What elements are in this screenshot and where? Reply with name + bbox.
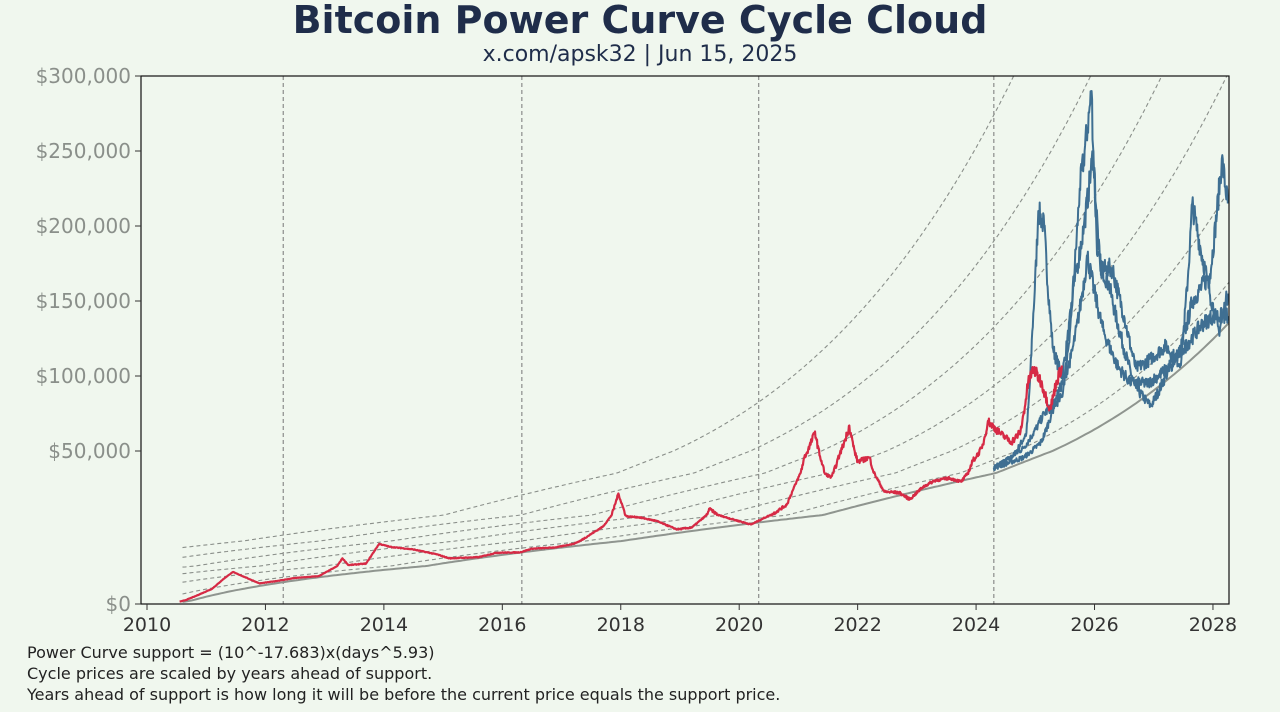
projection-series-line	[992, 150, 1229, 469]
x-tick-label: 2014	[360, 614, 408, 636]
x-tick-label: 2020	[715, 614, 763, 636]
note-formula: Power Curve support = (10^-17.683)x(days…	[27, 643, 435, 662]
y-tick-label: $100,000	[36, 364, 131, 388]
chart-title: Bitcoin Power Curve Cycle Cloud	[292, 0, 988, 42]
note-scaling: Cycle prices are scaled by years ahead o…	[27, 664, 433, 683]
price-series-line	[179, 365, 1063, 603]
y-tick-label: $250,000	[36, 139, 131, 163]
x-tick-label: 2028	[1189, 614, 1237, 636]
y-tick-label: $200,000	[36, 214, 131, 238]
x-tick-label: 2026	[1070, 614, 1118, 636]
x-tick-label: 2024	[952, 614, 1000, 636]
x-tick-label: 2018	[597, 614, 645, 636]
cycle-curve-line	[182, 281, 1229, 595]
note-years-ahead: Years ahead of support is how long it wi…	[27, 685, 781, 704]
cycle-curve-line	[182, 76, 1015, 549]
cycle-curve-line	[182, 76, 1092, 558]
cycle-curve-line	[182, 76, 1228, 575]
support-curve-line	[182, 321, 1229, 603]
x-tick-label: 2016	[478, 614, 526, 636]
x-tick-label: 2010	[123, 614, 171, 636]
y-tick-label: $300,000	[36, 64, 131, 88]
x-tick-label: 2022	[833, 614, 881, 636]
chart-subtitle: x.com/apsk32 | Jun 15, 2025	[482, 42, 798, 67]
x-tick-label: 2012	[241, 614, 289, 636]
plot-frame	[140, 75, 1230, 605]
cycle-curve-line	[182, 76, 1163, 568]
cycle-curve-line	[182, 189, 1229, 583]
y-tick-label: $150,000	[36, 289, 131, 313]
y-tick-label: $0	[106, 592, 131, 616]
footnotes: Power Curve support = (10^-17.683)x(days…	[27, 642, 780, 705]
projection-series-line	[992, 250, 1229, 471]
projection-series-line	[992, 90, 1229, 472]
plot-area	[179, 76, 1229, 604]
y-tick-label: $50,000	[48, 439, 131, 463]
